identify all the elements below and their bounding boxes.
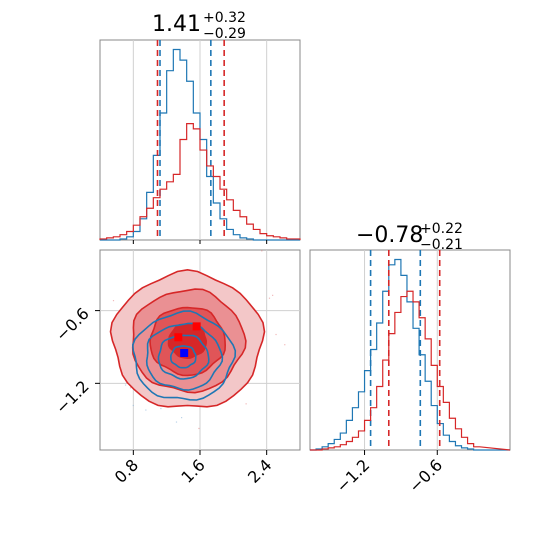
panel2-xtick-label-0: 0.8 (111, 455, 142, 486)
panel3-xtick-label-1: −0.6 (405, 455, 446, 496)
panel-top-left-series (99, 40, 301, 241)
panel1-series-0-hist (100, 48, 300, 241)
title-param1-sub: −0.29 (203, 26, 246, 42)
panel2-xtick-label-1: 1.6 (177, 455, 208, 486)
panel2-red-marker-0 (174, 333, 183, 342)
panel2-series-1-sample (284, 344, 286, 346)
title-param2-sub: −0.21 (420, 237, 463, 253)
panel2-blue-contour-3 (169, 345, 197, 369)
panel2-series-1-sample (261, 250, 263, 252)
panel2-series-0-sample (124, 384, 127, 386)
panel2-series-1-sample (112, 300, 115, 302)
panel2-red-marker-1 (192, 322, 201, 331)
panel2-series-0-sample (132, 404, 134, 407)
panel2-blue-contour-2 (157, 334, 210, 380)
title-param2: −0.78 +0.22 −0.21 (356, 221, 463, 253)
panel2-series-1-sample (245, 403, 247, 405)
panel-bottom-right (309, 249, 511, 451)
panel2-ytick-label-1: −1.2 (52, 377, 93, 418)
panel1-series-1-hist (99, 122, 301, 240)
panel2-blue-marker (180, 349, 189, 358)
panel2-series-1-sample (272, 294, 274, 296)
title-param1-sup: +0.32 (203, 10, 246, 26)
panel2-series-1-sample (275, 333, 277, 336)
panel-bottom-right-series (310, 250, 511, 451)
title-param2-main: −0.78 (356, 223, 423, 248)
title-param1: 1.41 +0.32 −0.29 (152, 10, 246, 42)
panel2-xtick-label-2: 2.4 (244, 455, 275, 486)
panel-bottom-left-series (109, 250, 286, 430)
title-param2-sup: +0.22 (420, 221, 463, 237)
panel3-series-1-hist (310, 290, 511, 451)
panel2-series-1-sample (268, 297, 271, 299)
panel-top-left (99, 39, 301, 241)
panel2-series-1-sample (129, 387, 132, 389)
panel2-series-0-sample (181, 417, 183, 419)
panel2-ytick-label-0: −0.6 (52, 304, 93, 345)
panel2-series-0-sample (160, 407, 162, 410)
panel2-series-0-sample (175, 421, 178, 423)
panel-bottom-right-frame (309, 249, 511, 451)
panel-bottom-left (99, 249, 301, 451)
panel2-blue-contour-1 (145, 322, 224, 391)
panel3-series-0-hist (310, 258, 510, 451)
panel2-series-1-sample (198, 427, 200, 430)
title-param1-main: 1.41 (152, 12, 201, 37)
panel2-blue-contour-0 (131, 310, 237, 401)
panel3-xtick-label-0: −1.2 (332, 455, 373, 496)
panel2-series-0-sample (145, 409, 147, 411)
